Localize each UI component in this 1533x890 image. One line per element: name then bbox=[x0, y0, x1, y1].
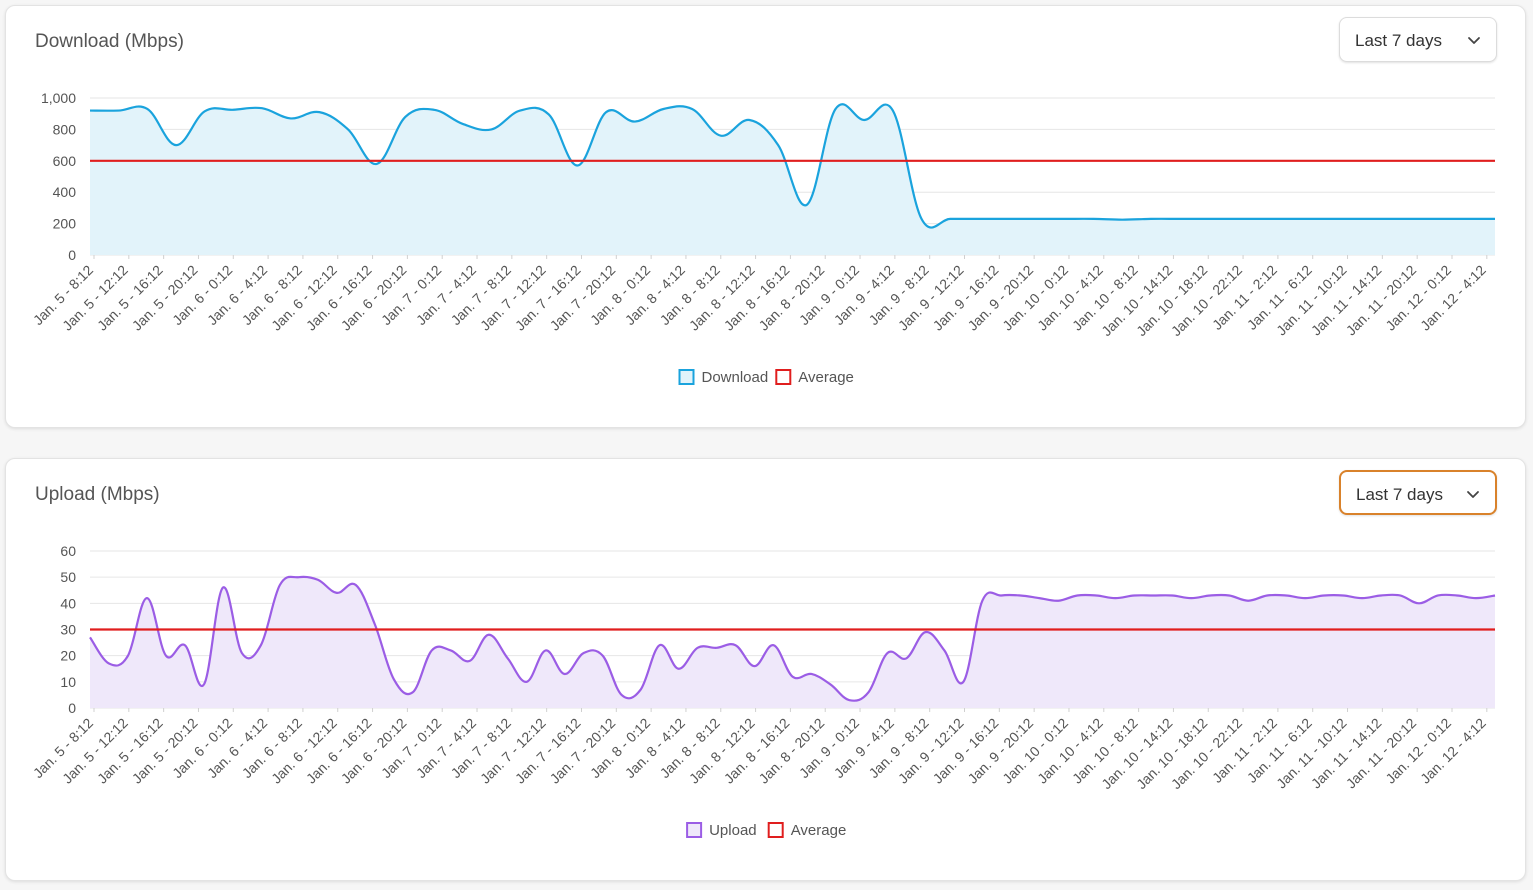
download-y-tick-label: 600 bbox=[53, 153, 77, 169]
upload-card: Upload (Mbps) Last 7 days 0 10 20 30 40 50 60 J… bbox=[5, 458, 1526, 881]
upload-y-tick-label: 50 bbox=[60, 569, 76, 585]
download-range-select[interactable]: Last 7 days bbox=[1339, 17, 1497, 62]
download-y-tick-label: 800 bbox=[53, 121, 77, 137]
upload-y-tick-label: 40 bbox=[60, 595, 76, 611]
upload-legend-label: Upload bbox=[709, 822, 757, 839]
download-y-tick-label: 200 bbox=[53, 216, 77, 232]
chevron-down-icon bbox=[1467, 491, 1479, 498]
upload-y-tick-label: 30 bbox=[60, 622, 76, 638]
upload-y-tick-label: 10 bbox=[60, 674, 76, 690]
download-area-fill bbox=[90, 104, 1495, 256]
upload-legend-swatch bbox=[686, 822, 703, 838]
chevron-down-icon bbox=[1468, 37, 1480, 44]
download-legend-swatch bbox=[678, 369, 695, 385]
download-y-tick-label: 0 bbox=[68, 247, 76, 263]
download-legend-label: Download bbox=[702, 369, 769, 386]
download-y-tick-label: 400 bbox=[53, 184, 77, 200]
upload-series-line bbox=[89, 575, 1496, 702]
upload-range-select[interactable]: Last 7 days bbox=[1339, 470, 1497, 515]
download-y-tick-label: 1,000 bbox=[41, 90, 76, 106]
average-legend-swatch bbox=[767, 822, 784, 838]
upload-range-label: Last 7 days bbox=[1356, 485, 1443, 504]
download-series-line bbox=[89, 103, 1495, 229]
upload-area-fill bbox=[90, 576, 1495, 708]
upload-y-tick-label: 0 bbox=[68, 700, 76, 716]
average-legend-label: Average bbox=[798, 369, 854, 386]
download-card: Download (Mbps) Last 7 days 0 200 400 600 80… bbox=[5, 5, 1526, 428]
upload-y-tick-label: 60 bbox=[60, 543, 76, 559]
download-chart-title: Download (Mbps) bbox=[35, 31, 184, 52]
upload-chart-title: Upload (Mbps) bbox=[35, 484, 160, 505]
average-legend-label: Average bbox=[791, 822, 847, 839]
average-legend-swatch bbox=[775, 369, 792, 385]
download-range-label: Last 7 days bbox=[1355, 31, 1442, 50]
upload-y-tick-label: 20 bbox=[60, 648, 76, 664]
